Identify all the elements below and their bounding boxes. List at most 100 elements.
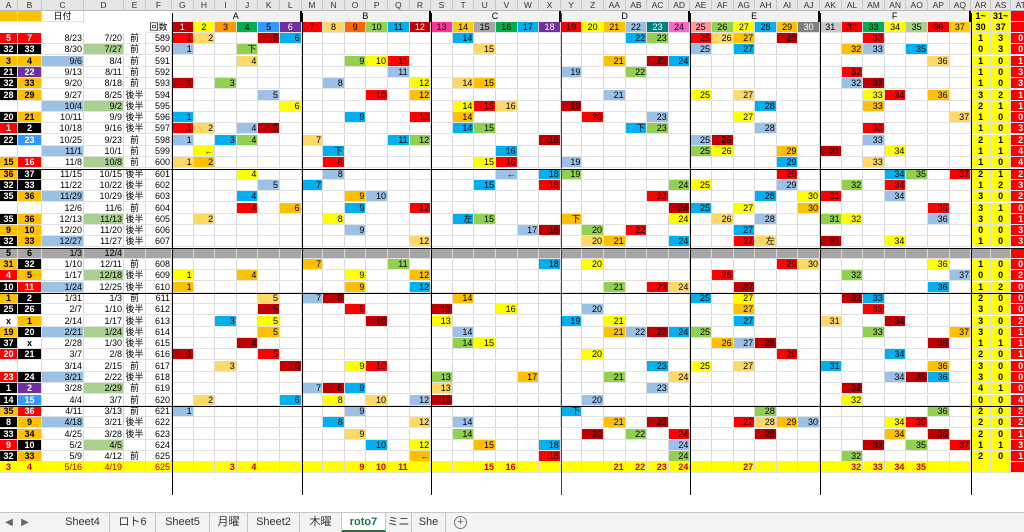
- number-cell[interactable]: 24: [668, 372, 691, 383]
- number-cell[interactable]: [604, 78, 626, 90]
- number-cell[interactable]: [712, 247, 734, 259]
- number-cell[interactable]: [474, 270, 496, 282]
- total-cell[interactable]: 3: [971, 360, 992, 372]
- number-cell[interactable]: 15: [474, 213, 496, 225]
- number-cell[interactable]: [323, 428, 345, 440]
- number-cell[interactable]: [366, 372, 388, 383]
- number-cell[interactable]: [647, 89, 669, 101]
- number-cell[interactable]: [604, 405, 626, 417]
- number-cell[interactable]: 31: [820, 146, 842, 157]
- number-cell[interactable]: [236, 213, 259, 225]
- total-cell[interactable]: 1: [971, 439, 992, 451]
- column-letter[interactable]: S: [431, 0, 453, 11]
- date-cell[interactable]: 10/4: [42, 100, 84, 112]
- number-cell[interactable]: [409, 191, 432, 203]
- number-cell[interactable]: [712, 78, 734, 90]
- number-cell[interactable]: 19: [560, 100, 583, 112]
- round-cell[interactable]: 592: [146, 66, 172, 78]
- number-cell[interactable]: [712, 236, 734, 248]
- total-cell[interactable]: 1: [1011, 451, 1024, 463]
- number-cell[interactable]: [949, 44, 972, 56]
- half-cell[interactable]: 前: [124, 394, 146, 406]
- round-cell[interactable]: 612: [146, 304, 172, 316]
- number-cell[interactable]: [928, 33, 950, 44]
- number-cell[interactable]: [906, 66, 928, 78]
- number-cell[interactable]: [841, 33, 864, 44]
- number-cell[interactable]: [820, 247, 842, 259]
- total-cell[interactable]: 1: [971, 55, 992, 67]
- number-cell[interactable]: [820, 405, 842, 417]
- number-cell[interactable]: [496, 202, 518, 214]
- number-cell[interactable]: [474, 292, 496, 304]
- number-cell[interactable]: [647, 168, 669, 180]
- number-cell[interactable]: [280, 89, 302, 101]
- number-cell[interactable]: [776, 360, 799, 372]
- number-cell[interactable]: 32: [841, 213, 864, 225]
- number-cell[interactable]: 30: [798, 259, 820, 270]
- number-cell[interactable]: 32: [841, 451, 864, 463]
- number-cell[interactable]: 20: [582, 259, 604, 270]
- half-cell[interactable]: [124, 247, 146, 259]
- number-cell[interactable]: [625, 372, 648, 383]
- number-cell[interactable]: 34: [884, 372, 907, 383]
- total-cell[interactable]: 4: [1011, 146, 1024, 157]
- number-cell[interactable]: [172, 55, 194, 67]
- total-cell[interactable]: 0: [991, 304, 1012, 316]
- number-cell[interactable]: [215, 281, 237, 293]
- number-cell[interactable]: [647, 338, 669, 350]
- number-cell[interactable]: [344, 100, 367, 112]
- number-cell[interactable]: [560, 78, 583, 90]
- number-cell[interactable]: 27: [733, 44, 756, 56]
- col-a[interactable]: 35: [0, 213, 18, 225]
- number-cell[interactable]: [798, 405, 820, 417]
- column-letter[interactable]: AH: [755, 0, 777, 11]
- number-cell[interactable]: [258, 383, 280, 395]
- number-cell[interactable]: [258, 236, 280, 248]
- number-cell[interactable]: [323, 191, 345, 203]
- number-cell[interactable]: [647, 292, 669, 304]
- number-cell[interactable]: [906, 55, 928, 67]
- number-cell[interactable]: [431, 100, 453, 112]
- number-cell[interactable]: [820, 417, 842, 429]
- number-cell[interactable]: [863, 225, 885, 237]
- number-cell[interactable]: [625, 146, 648, 157]
- total-cell[interactable]: 1: [1011, 326, 1024, 338]
- number-cell[interactable]: [172, 168, 194, 180]
- number-cell[interactable]: [733, 66, 756, 78]
- header-fill[interactable]: [0, 11, 18, 22]
- number-cell[interactable]: 27: [733, 360, 756, 372]
- number-cell[interactable]: [820, 89, 842, 101]
- number-cell[interactable]: [582, 78, 604, 90]
- number-cell[interactable]: [431, 360, 453, 372]
- number-cell[interactable]: [409, 123, 432, 135]
- total-cell[interactable]: 2: [971, 168, 992, 180]
- number-cell[interactable]: [949, 247, 972, 259]
- number-cell[interactable]: [452, 247, 475, 259]
- number-cell[interactable]: [236, 417, 259, 429]
- number-cell[interactable]: [906, 259, 928, 270]
- number-cell[interactable]: [560, 451, 583, 463]
- number-cell[interactable]: [517, 338, 540, 350]
- number-cell[interactable]: 15: [474, 123, 496, 135]
- number-cell[interactable]: [258, 225, 280, 237]
- date-cell[interactable]: 9/16: [84, 123, 124, 135]
- number-cell[interactable]: [215, 146, 237, 157]
- number-cell[interactable]: [474, 394, 496, 406]
- number-cell[interactable]: 12: [409, 394, 432, 406]
- number-cell[interactable]: [496, 451, 518, 463]
- round-cell[interactable]: 605: [146, 213, 172, 225]
- date-cell[interactable]: 12/4: [84, 247, 124, 259]
- number-cell[interactable]: 20: [582, 236, 604, 248]
- total-cell[interactable]: 0: [1011, 304, 1024, 316]
- number-cell[interactable]: 34: [884, 168, 907, 180]
- number-cell[interactable]: [798, 225, 820, 237]
- number-cell[interactable]: [820, 123, 842, 135]
- number-cell[interactable]: [884, 66, 907, 78]
- number-cell[interactable]: 18: [539, 168, 561, 180]
- number-cell[interactable]: [517, 349, 540, 361]
- number-cell[interactable]: [366, 100, 388, 112]
- number-cell[interactable]: [863, 55, 885, 67]
- number-cell[interactable]: [388, 338, 410, 350]
- number-cell[interactable]: [949, 394, 972, 406]
- number-cell[interactable]: [323, 405, 345, 417]
